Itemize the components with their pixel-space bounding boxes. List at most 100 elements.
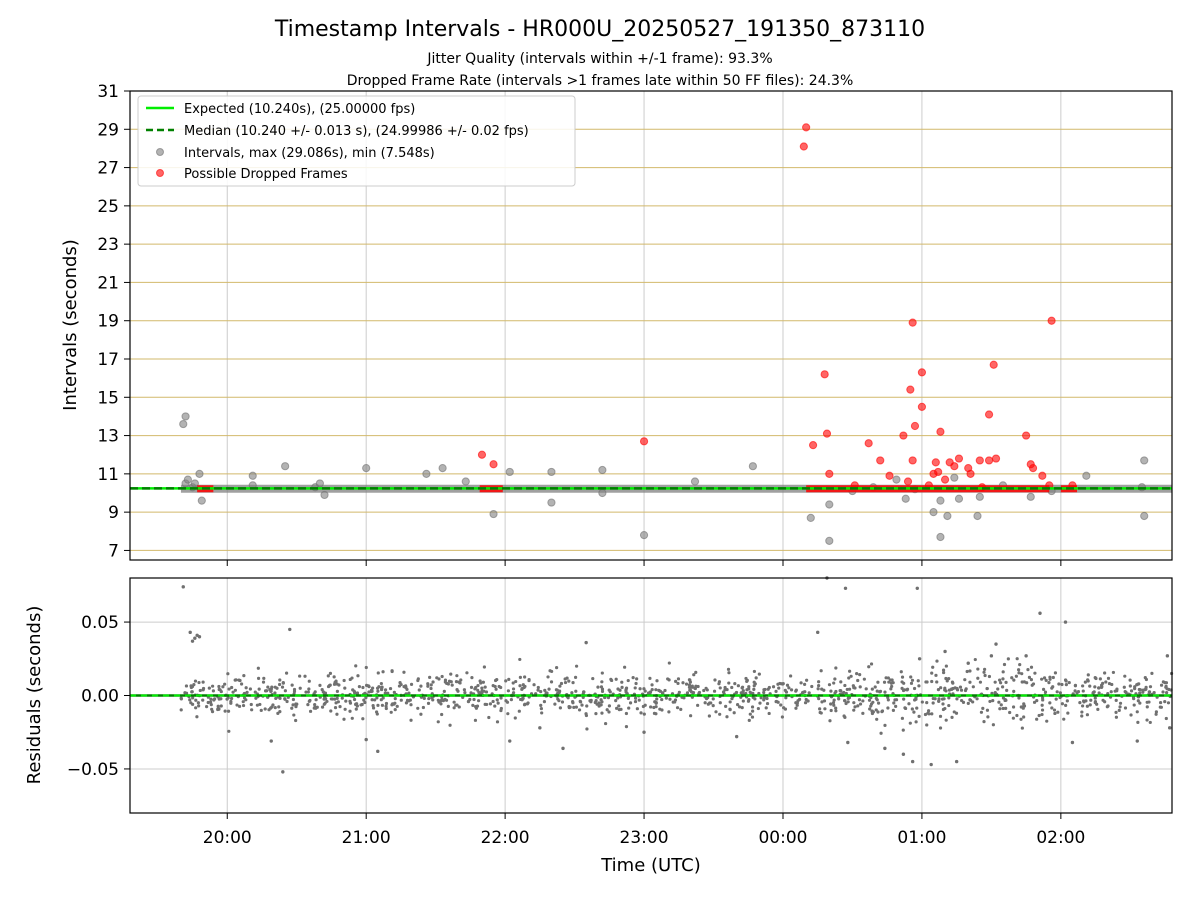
residual-outlier-point — [1024, 654, 1028, 658]
residual-point — [748, 712, 752, 716]
residual-point — [452, 706, 456, 710]
residual-point — [399, 698, 403, 702]
residual-point — [886, 706, 890, 710]
residual-point — [1016, 668, 1021, 672]
residual-point — [1111, 670, 1116, 675]
residual-point — [481, 680, 485, 684]
residual-point — [261, 680, 266, 684]
residual-point — [1052, 708, 1057, 712]
residual-point — [480, 689, 484, 693]
residual-point — [649, 705, 653, 709]
dropped-frame-point — [950, 462, 959, 471]
residual-point — [631, 675, 635, 680]
residual-point — [513, 716, 517, 720]
legend-entry-expected: Expected (10.240s), (25.00000 fps) — [184, 102, 415, 117]
residual-point — [226, 696, 230, 700]
residual-point — [277, 705, 281, 709]
legend-box — [137, 95, 576, 187]
residual-point — [938, 726, 943, 730]
residual-point — [191, 696, 195, 700]
residual-point — [324, 697, 328, 701]
residual-point — [591, 676, 595, 681]
residual-point — [306, 690, 310, 694]
residual-point — [831, 701, 836, 705]
residual-point — [270, 685, 274, 689]
residual-point — [217, 684, 221, 689]
residual-point — [454, 680, 459, 684]
residual-point — [306, 702, 310, 707]
residual-point — [714, 710, 718, 714]
residual-outlier-point — [1167, 726, 1172, 730]
residual-point — [223, 682, 227, 686]
residual-point — [1150, 671, 1154, 675]
residual-point — [1012, 689, 1016, 693]
residual-point — [862, 677, 866, 681]
residual-point — [990, 691, 994, 695]
top-y-tick-label: 21 — [97, 273, 119, 293]
top-y-tick-label: 15 — [97, 388, 119, 408]
residual-point — [858, 685, 862, 689]
residual-point — [752, 669, 757, 674]
residual-point — [638, 687, 642, 691]
residual-point — [313, 690, 317, 694]
residual-point — [326, 684, 331, 689]
residual-point — [817, 696, 821, 701]
residual-point — [1044, 678, 1048, 682]
residual-point — [987, 674, 992, 679]
residual-point — [465, 671, 469, 675]
interval-point — [362, 464, 371, 473]
residual-point — [837, 697, 841, 701]
residual-point — [858, 702, 863, 706]
residual-point — [216, 704, 220, 708]
residual-point — [219, 704, 223, 708]
residual-point — [633, 699, 638, 704]
residual-point — [667, 661, 671, 665]
residual-point — [436, 698, 440, 702]
residual-point — [304, 690, 308, 694]
residual-point — [663, 688, 667, 693]
residual-point — [1015, 657, 1019, 661]
residual-outlier-point — [197, 635, 202, 639]
residual-point — [869, 662, 874, 666]
residual-point — [643, 689, 647, 693]
residual-point — [660, 708, 664, 712]
residual-point — [526, 701, 530, 705]
residual-point — [846, 700, 850, 704]
residual-point — [559, 681, 564, 686]
dropped-frame-point — [825, 469, 834, 478]
residual-point — [955, 686, 959, 691]
residual-point — [668, 697, 672, 701]
dropped-frame-point — [931, 458, 940, 467]
residual-outlier-point — [943, 649, 947, 654]
residual-point — [847, 676, 851, 680]
top-y-tick-label: 23 — [97, 235, 119, 255]
residual-point — [828, 719, 832, 723]
residual-point — [735, 703, 740, 707]
residual-point — [371, 706, 376, 710]
residual-point — [723, 688, 727, 692]
residual-point — [999, 681, 1003, 685]
residual-point — [968, 680, 972, 684]
residual-point — [370, 689, 374, 693]
residual-point — [585, 704, 589, 708]
residual-point — [650, 683, 654, 687]
residual-point — [817, 683, 821, 688]
residual-point — [762, 690, 766, 695]
residual-point — [780, 715, 785, 719]
residual-point — [1106, 704, 1110, 708]
residual-point — [880, 710, 884, 714]
residual-point — [619, 707, 623, 711]
residual-point — [421, 705, 425, 710]
residual-point — [384, 704, 388, 708]
residual-point — [915, 706, 919, 710]
interval-point — [190, 479, 199, 488]
residual-point — [1080, 714, 1084, 718]
residual-point — [210, 684, 215, 688]
residual-point — [574, 664, 579, 668]
residual-point — [1114, 710, 1118, 714]
residual-point — [947, 677, 951, 681]
interval-point — [505, 467, 514, 477]
residual-point — [318, 683, 322, 687]
residual-point — [900, 686, 904, 690]
